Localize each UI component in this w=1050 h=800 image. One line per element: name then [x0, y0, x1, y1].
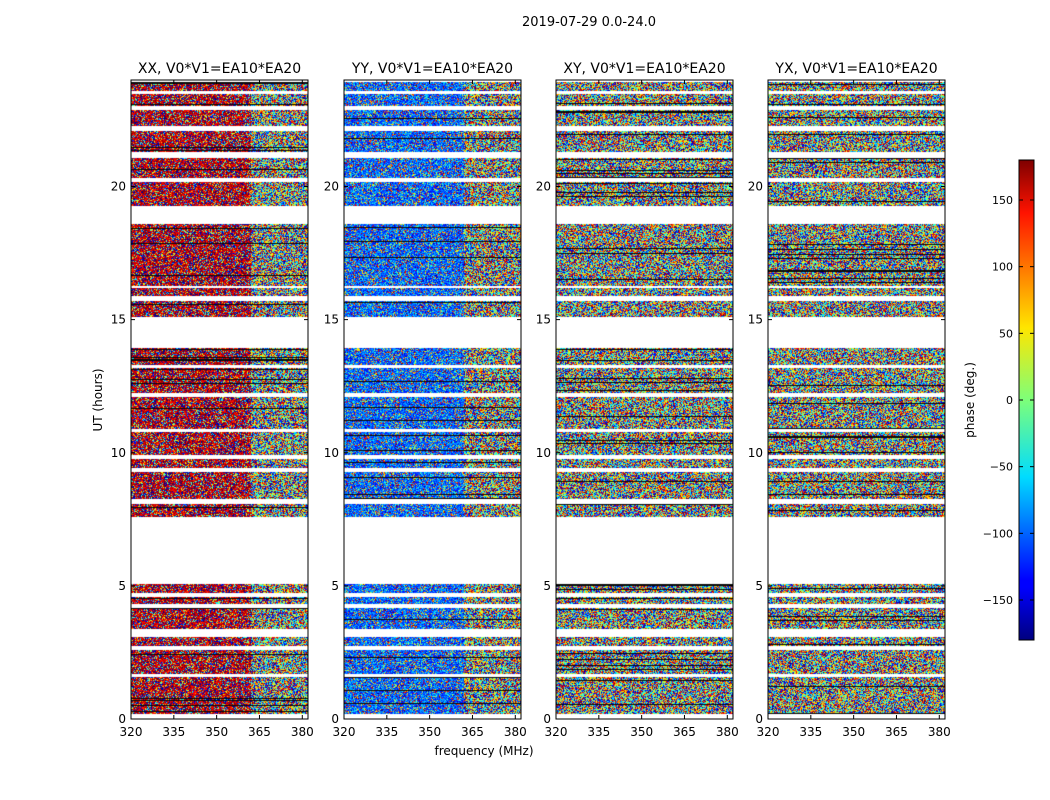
panel-frame	[555, 79, 734, 720]
y-tick-label: 15	[324, 313, 339, 327]
y-tick-label: 5	[331, 579, 339, 593]
x-tick-label: 320	[333, 725, 356, 739]
x-tick-label: 335	[587, 725, 610, 739]
x-tick-label: 335	[162, 725, 185, 739]
colorbar-tick-label: 50	[999, 327, 1013, 340]
x-tick-label: 350	[205, 725, 228, 739]
x-tick-label: 320	[545, 725, 568, 739]
y-tick-label: 20	[324, 180, 339, 194]
x-tick-label: 380	[504, 725, 527, 739]
x-tick-label: 350	[842, 725, 865, 739]
colorbar-tick-label: 0	[1006, 394, 1013, 407]
figure-suptitle: 2019-07-29 0.0-24.0	[522, 15, 656, 30]
y-axis-label: UT (hours)	[91, 368, 105, 431]
panel-title: XX, V0*V1=EA10*EA20	[138, 61, 301, 77]
panel-frame	[343, 79, 522, 720]
panel-group: XX, V0*V1=EA10*EA20 320 335 350 365 380 0 5 10 15…	[111, 61, 951, 739]
x-tick-label: 380	[716, 725, 739, 739]
y-tick-label: 15	[536, 313, 551, 327]
x-tick-label: 365	[461, 725, 484, 739]
y-tick-label: 5	[118, 579, 126, 593]
panel-yy: YY, V0*V1=EA10*EA20 320 335 350 365 380 0 5 10 15…	[324, 61, 527, 739]
y-tick-label: 20	[536, 180, 551, 194]
y-tick-label: 5	[543, 579, 551, 593]
colorbar-label: phase (deg.)	[963, 362, 977, 438]
colorbar-tick-label: −150	[983, 594, 1013, 607]
colorbar: 150 100 50 0 −50 −100 −150 phase (deg.)	[963, 159, 1035, 641]
panel-waterfall-image	[768, 80, 945, 719]
panel-waterfall-image	[556, 80, 733, 719]
y-tick-label: 10	[111, 446, 126, 460]
y-tick-label: 15	[111, 313, 126, 327]
x-tick-label: 365	[248, 725, 271, 739]
x-tick-label: 365	[885, 725, 908, 739]
x-tick-label: 350	[418, 725, 441, 739]
y-tick-label: 10	[536, 446, 551, 460]
colorbar-tick-label: −100	[983, 527, 1013, 540]
x-tick-label: 380	[291, 725, 314, 739]
y-tick-label: 5	[755, 579, 763, 593]
panel-waterfall-image	[344, 80, 521, 719]
x-tick-label: 380	[928, 725, 951, 739]
x-tick-label: 335	[375, 725, 398, 739]
panel-title: YY, V0*V1=EA10*EA20	[351, 61, 513, 77]
panel-xx: XX, V0*V1=EA10*EA20 320 335 350 365 380 0 5 10 15…	[111, 61, 314, 739]
x-tick-label: 365	[673, 725, 696, 739]
panel-waterfall-image	[131, 80, 308, 719]
colorbar-tick-label: −50	[990, 461, 1013, 474]
y-tick-label: 10	[324, 446, 339, 460]
panel-yx: YX, V0*V1=EA10*EA20 320 335 350 365 380 0 5 10 15…	[748, 61, 951, 739]
panel-title: XY, V0*V1=EA10*EA20	[563, 61, 725, 77]
x-tick-label: 350	[630, 725, 653, 739]
panel-title: YX, V0*V1=EA10*EA20	[774, 61, 937, 77]
colorbar-tick-label: 150	[992, 194, 1013, 207]
x-axis-label: frequency (MHz)	[434, 744, 533, 758]
panel-frame	[767, 79, 946, 720]
x-tick-label: 320	[120, 725, 143, 739]
y-tick-label: 20	[111, 180, 126, 194]
panel-xy: XY, V0*V1=EA10*EA20 320 335 350 365 380 0 5 10 15…	[536, 61, 739, 739]
x-tick-label: 320	[757, 725, 780, 739]
y-tick-label: 15	[748, 313, 763, 327]
y-tick-label: 0	[118, 712, 126, 726]
y-tick-label: 0	[755, 712, 763, 726]
y-tick-label: 10	[748, 446, 763, 460]
y-tick-label: 20	[748, 180, 763, 194]
panel-frame	[130, 79, 309, 720]
x-tick-label: 335	[799, 725, 822, 739]
y-tick-label: 0	[331, 712, 339, 726]
colorbar-tick-label: 100	[992, 261, 1013, 274]
y-tick-label: 0	[543, 712, 551, 726]
colorbar-ticks: 150 100 50 0 −50 −100 −150	[983, 194, 1034, 607]
